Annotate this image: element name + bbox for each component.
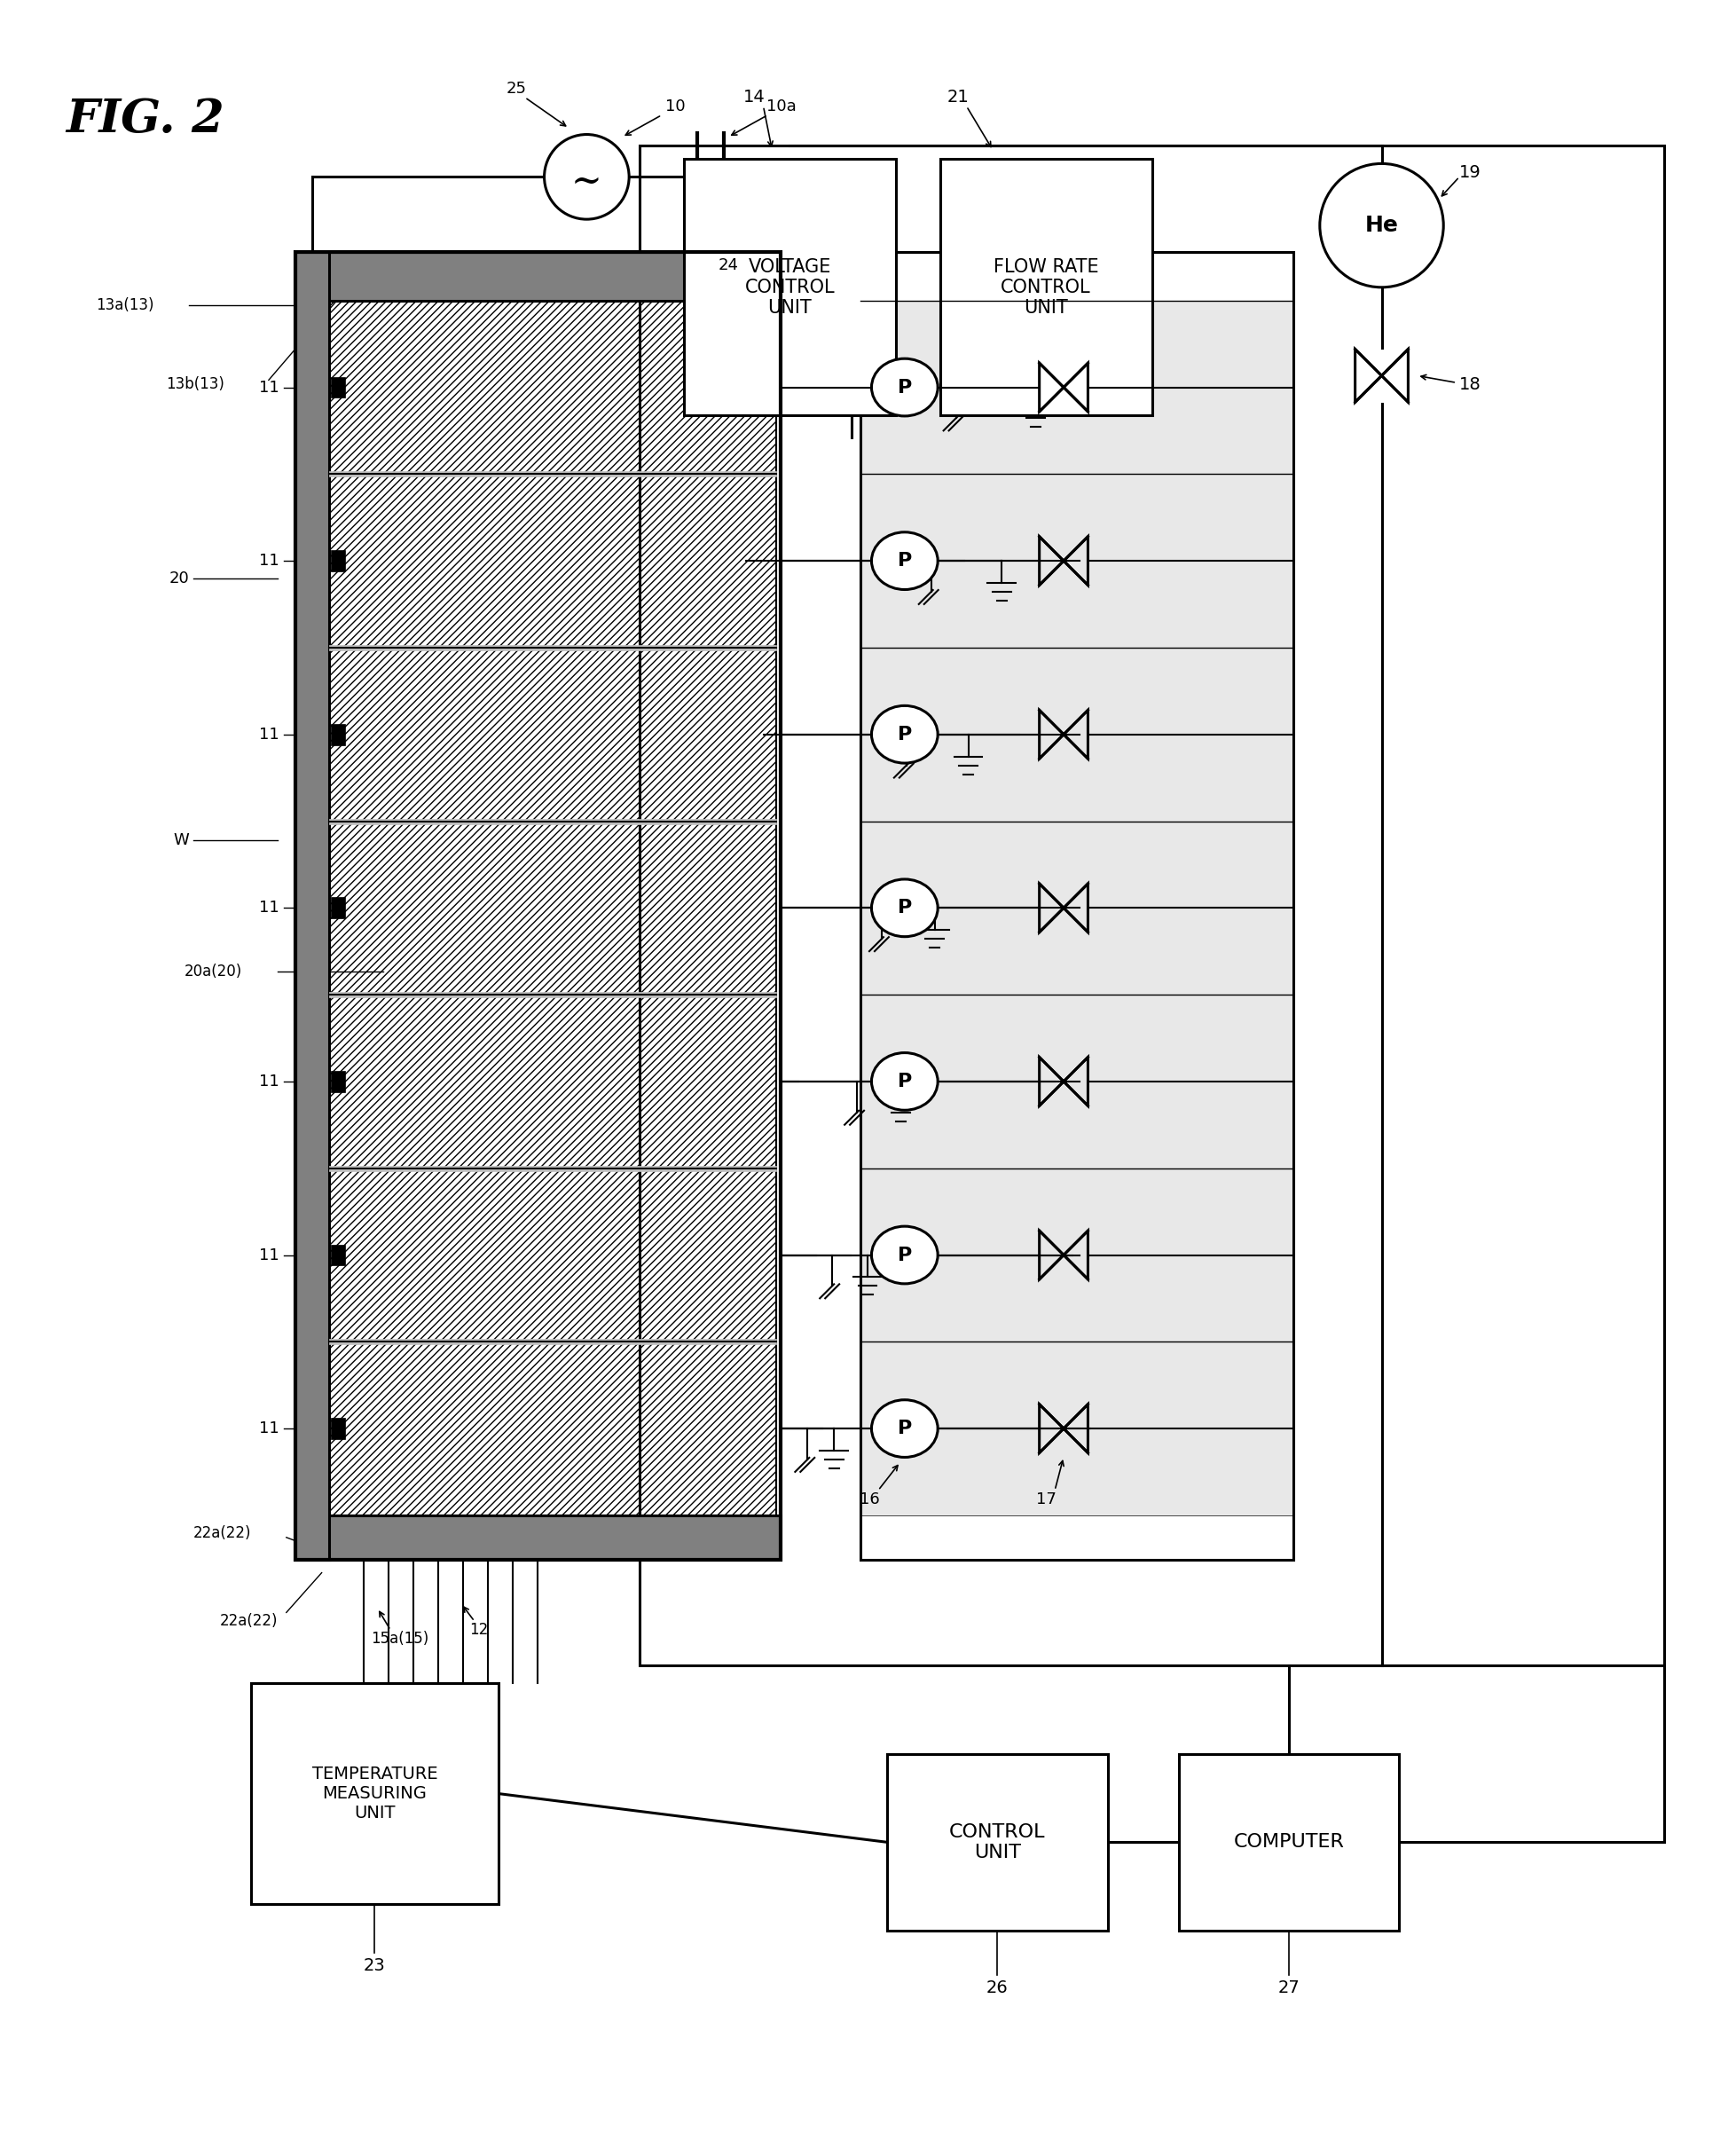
Ellipse shape: [871, 880, 937, 936]
Bar: [639, 147, 1665, 1664]
Bar: [295, 252, 781, 300]
Bar: [295, 252, 328, 1559]
Bar: [861, 474, 1293, 647]
Text: 21: 21: [946, 88, 969, 106]
Bar: [939, 160, 1153, 416]
Text: 11: 11: [259, 1074, 279, 1089]
Text: COMPUTER: COMPUTER: [1234, 1833, 1344, 1852]
Text: 20a(20): 20a(20): [184, 964, 243, 979]
Text: 13a(13): 13a(13): [95, 298, 155, 313]
Bar: [861, 300, 1293, 474]
Bar: [328, 1339, 776, 1345]
Text: CONTROL
UNIT: CONTROL UNIT: [950, 1824, 1045, 1861]
Text: 13b(13): 13b(13): [167, 377, 224, 392]
Text: P: P: [898, 1419, 911, 1438]
Bar: [328, 819, 776, 824]
Bar: [328, 645, 776, 651]
Text: W: W: [174, 832, 189, 847]
Text: 10: 10: [665, 99, 686, 114]
Text: 20: 20: [168, 571, 189, 586]
Ellipse shape: [871, 533, 937, 589]
Bar: [1179, 1753, 1399, 1930]
Text: 17: 17: [1036, 1492, 1055, 1507]
Text: TEMPERATURE
MEASURING
UNIT: TEMPERATURE MEASURING UNIT: [312, 1766, 437, 1822]
Bar: [861, 1341, 1293, 1516]
Bar: [330, 897, 345, 918]
Text: 23: 23: [365, 1958, 385, 1975]
Text: P: P: [898, 379, 911, 397]
Text: P: P: [898, 727, 911, 744]
Text: 15a(15): 15a(15): [370, 1632, 429, 1647]
Text: He: He: [1364, 216, 1399, 237]
Text: 24: 24: [717, 257, 738, 274]
Text: 26: 26: [986, 1979, 1009, 1996]
Text: P: P: [898, 1246, 911, 1263]
Bar: [252, 1684, 498, 1904]
Bar: [330, 550, 345, 571]
Ellipse shape: [871, 1227, 937, 1283]
Text: 11: 11: [259, 1421, 279, 1436]
Bar: [295, 252, 781, 1559]
Text: 18: 18: [1458, 375, 1481, 392]
Text: 22a(22): 22a(22): [193, 1524, 252, 1542]
Ellipse shape: [871, 1052, 937, 1110]
Text: 11: 11: [259, 552, 279, 569]
Text: 19: 19: [1458, 164, 1481, 181]
Ellipse shape: [871, 705, 937, 763]
Bar: [328, 992, 776, 998]
Text: P: P: [898, 1072, 911, 1091]
Bar: [684, 160, 896, 416]
Ellipse shape: [871, 358, 937, 416]
Circle shape: [1319, 164, 1443, 287]
Bar: [330, 724, 345, 746]
Text: 25: 25: [505, 80, 526, 97]
Text: 11: 11: [259, 379, 279, 395]
Text: 27: 27: [1278, 1979, 1300, 1996]
Bar: [861, 1169, 1293, 1341]
Bar: [328, 1166, 776, 1171]
Bar: [328, 472, 776, 476]
Text: 11: 11: [259, 899, 279, 916]
Bar: [295, 1516, 781, 1559]
Bar: [861, 821, 1293, 994]
Bar: [328, 300, 776, 1516]
Bar: [330, 1072, 345, 1093]
Bar: [861, 647, 1293, 821]
Bar: [861, 994, 1293, 1169]
Bar: [861, 252, 1293, 1559]
Ellipse shape: [871, 1399, 937, 1457]
Text: 12: 12: [469, 1621, 488, 1639]
Text: FIG. 2: FIG. 2: [66, 97, 224, 142]
Text: 11: 11: [259, 1246, 279, 1263]
Text: 11: 11: [259, 727, 279, 742]
Text: 22a(22): 22a(22): [219, 1613, 278, 1630]
Text: P: P: [898, 552, 911, 569]
Text: P: P: [898, 899, 911, 916]
Text: FLOW RATE
CONTROL
UNIT: FLOW RATE CONTROL UNIT: [993, 259, 1099, 317]
Text: ~: ~: [571, 162, 602, 201]
Text: 14: 14: [743, 88, 766, 106]
Bar: [330, 377, 345, 399]
Circle shape: [545, 134, 628, 220]
Text: VOLTAGE
CONTROL
UNIT: VOLTAGE CONTROL UNIT: [745, 259, 835, 317]
Bar: [330, 1244, 345, 1266]
Text: 16: 16: [859, 1492, 880, 1507]
Bar: [887, 1753, 1108, 1930]
Text: 10a: 10a: [766, 99, 797, 114]
Bar: [330, 1419, 345, 1440]
